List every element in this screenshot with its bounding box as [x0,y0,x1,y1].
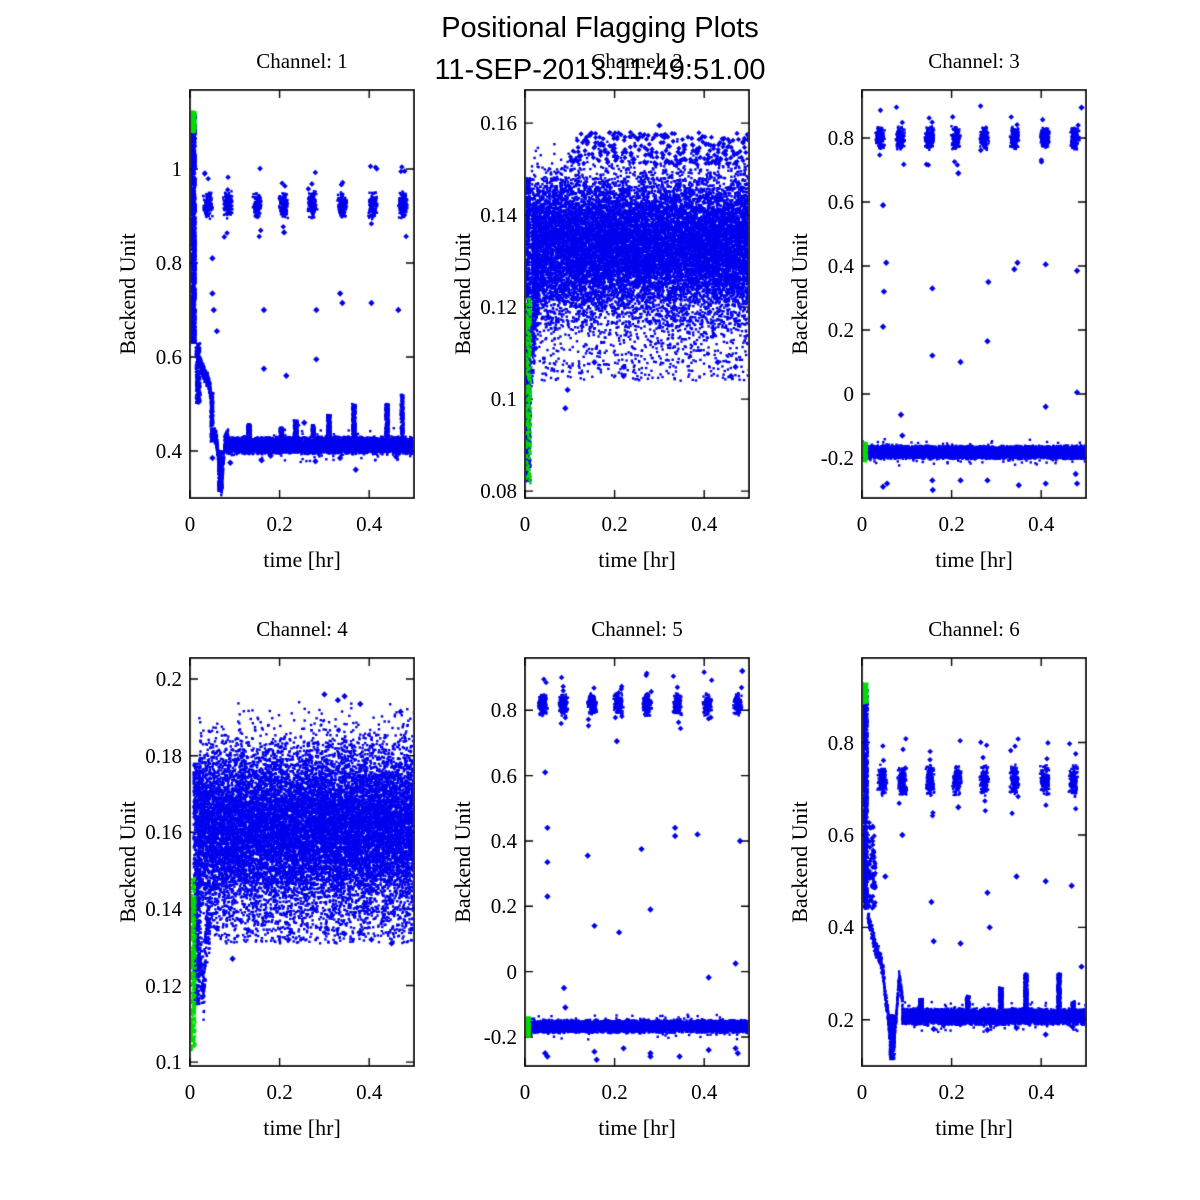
subplot-3-ytick-label: 0 [843,382,855,406]
subplot-3-title: Channel: 3 [928,49,1020,73]
subplot-1-xlabel: time [hr] [263,547,341,572]
subplot-4-title: Channel: 4 [256,617,348,641]
subplot-2-xtick-label: 0 [519,512,531,536]
subplot-6-ytick-label: 0.4 [827,915,854,940]
subplot-3-ytick-label: 0.2 [827,318,854,342]
subplot-6-title: Channel: 6 [928,617,1020,641]
subplot-4-xtick-label: 0.4 [356,1080,383,1104]
subplot-4-ytick-label: 0.14 [145,896,182,921]
subplot-6-xtick-label: 0.2 [938,1080,965,1104]
subplot-5-xtick-label: 0.2 [601,1080,628,1104]
subplot-6-xtick-label: 0 [856,1080,868,1104]
subplot-3-ylabel: Backend Unit [787,233,812,355]
subplot-1-ytick-label: 0.4 [155,438,182,463]
subplot-2-xtick-label: 0.4 [691,512,718,536]
subplot-5-title: Channel: 5 [591,617,683,641]
subplot-3-ytick-label: 0.6 [827,190,854,214]
subplot-3-plot-area [861,89,1087,499]
subplot-4-ytick-label: 0.1 [155,1050,182,1075]
subplot-1-ytick-label: 0.6 [155,344,182,369]
subplot-4-plot-area [189,657,415,1067]
subplot-5-xlabel: time [hr] [598,1115,676,1140]
figure-title-line2: 11-SEP-2013.11:49:51.00 [434,54,766,86]
subplot-4-xtick-label: 0.2 [266,1080,293,1104]
subplot-1-xtick-label: 0.2 [266,512,293,536]
subplot-3-xtick-label: 0 [856,512,868,536]
subplot-6-ytick-label: 0.8 [827,730,854,755]
subplot-6-plot-area [861,657,1087,1067]
subplot-4-ytick-label: 0.2 [155,667,182,692]
subplot-3-ytick-label: 0.8 [827,126,854,150]
subplot-5-ytick-label: 0 [506,959,518,984]
subplot-6-xlabel: time [hr] [935,1115,1013,1140]
subplot-5-plot-area [524,657,750,1067]
subplot-2-xtick-label: 0.2 [601,512,628,536]
subplot-3-xtick-label: 0.4 [1028,512,1055,536]
subplot-2-ytick-label: 0.12 [480,295,517,320]
subplot-2-ytick-label: 0.14 [480,203,517,228]
subplot-5-ytick-label: 0.8 [490,698,517,723]
subplot-5-xtick-label: 0.4 [691,1080,718,1104]
subplot-5-ytick-label: -0.2 [483,1024,517,1049]
subplot-4-xlabel: time [hr] [263,1115,341,1140]
subplot-4-ytick-label: 0.12 [145,973,182,998]
subplot-4-ytick-label: 0.18 [145,743,182,768]
subplot-1-title: Channel: 1 [256,49,348,73]
subplot-2-xlabel: time [hr] [598,547,676,572]
subplot-2-title: Channel: 2 [591,49,683,73]
subplot-5-ylabel: Backend Unit [450,801,475,923]
subplot-6-ytick-label: 0.2 [827,1007,854,1032]
subplot-5-ytick-label: 0.2 [490,894,517,919]
subplot-1-plot-area [189,89,415,499]
subplot-2-plot-area [524,89,750,499]
subplot-5-ytick-label: 0.4 [490,828,517,853]
subplot-4-ylabel: Backend Unit [115,801,140,923]
figure-title-line1: Positional Flagging Plots [441,12,759,44]
subplot-4-ytick-label: 0.16 [145,820,182,845]
subplot-2-ytick-label: 0.08 [480,479,517,504]
subplot-2-ytick-label: 0.16 [480,111,517,136]
subplot-6-ytick-label: 0.6 [827,822,854,847]
subplot-3-xtick-label: 0.2 [938,512,965,536]
subplot-3-ytick-label: 0.4 [827,254,854,278]
subplot-1-xtick-label: 0 [184,512,196,536]
subplot-5-xtick-label: 0 [519,1080,531,1104]
subplot-3-ytick-label: -0.2 [820,446,854,470]
subplot-3-xlabel: time [hr] [935,547,1013,572]
subplot-1-ytick-label: 0.8 [155,250,182,275]
subplot-1-ytick-label: 1 [171,156,183,181]
subplot-1-xtick-label: 0.4 [356,512,383,536]
subplot-2-ytick-label: 0.1 [490,387,517,412]
subplot-4-xtick-label: 0 [184,1080,196,1104]
subplot-6-xtick-label: 0.4 [1028,1080,1055,1104]
subplot-5-ytick-label: 0.6 [490,763,517,788]
